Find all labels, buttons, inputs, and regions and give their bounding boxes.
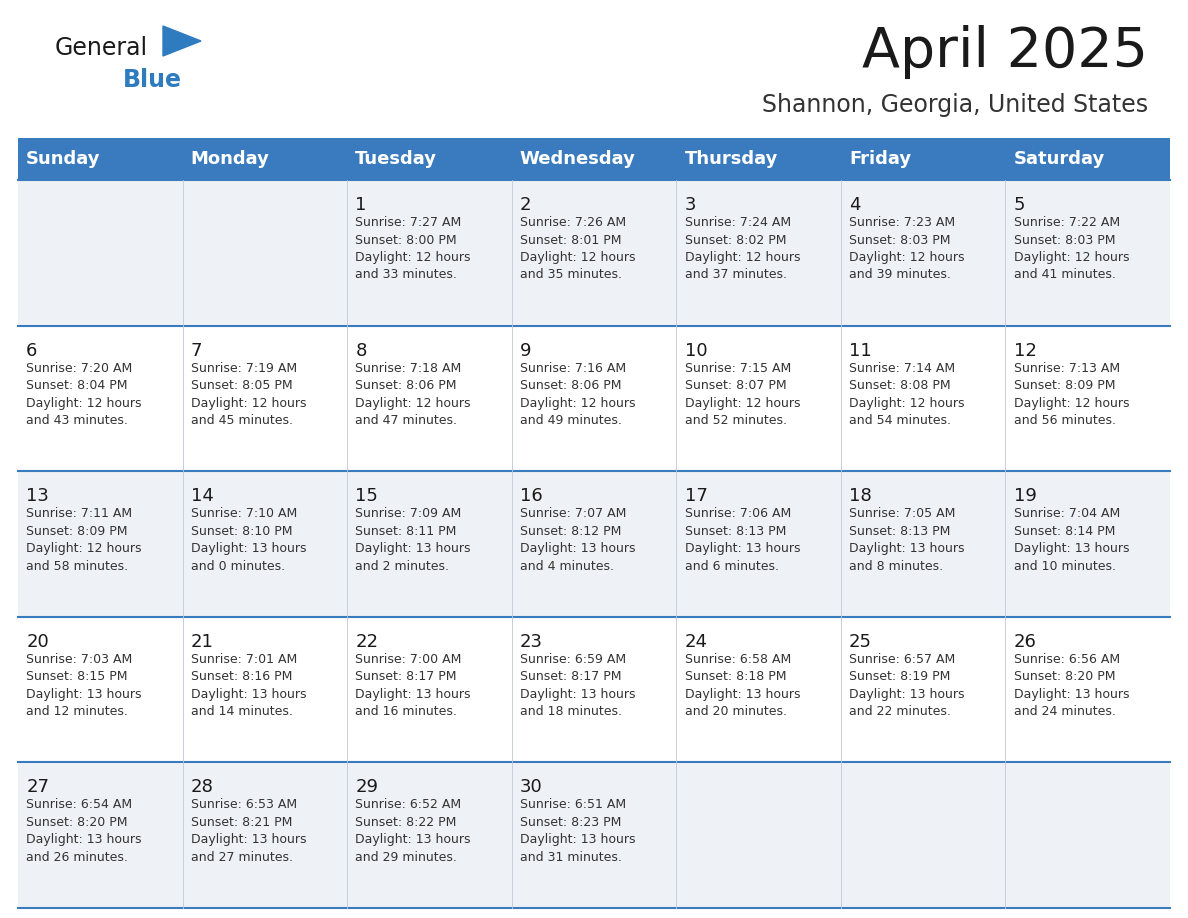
Text: Blue: Blue	[124, 68, 182, 92]
Text: Wednesday: Wednesday	[520, 150, 636, 168]
Text: 20: 20	[26, 633, 49, 651]
Text: Sunrise: 7:18 AM
Sunset: 8:06 PM
Daylight: 12 hours
and 47 minutes.: Sunrise: 7:18 AM Sunset: 8:06 PM Dayligh…	[355, 362, 470, 427]
Text: 15: 15	[355, 487, 378, 505]
Text: Sunrise: 7:23 AM
Sunset: 8:03 PM
Daylight: 12 hours
and 39 minutes.: Sunrise: 7:23 AM Sunset: 8:03 PM Dayligh…	[849, 216, 965, 282]
Text: Sunday: Sunday	[26, 150, 101, 168]
Text: 10: 10	[684, 341, 707, 360]
Text: Sunrise: 7:07 AM
Sunset: 8:12 PM
Daylight: 13 hours
and 4 minutes.: Sunrise: 7:07 AM Sunset: 8:12 PM Dayligh…	[520, 508, 636, 573]
Text: Sunrise: 7:15 AM
Sunset: 8:07 PM
Daylight: 12 hours
and 52 minutes.: Sunrise: 7:15 AM Sunset: 8:07 PM Dayligh…	[684, 362, 800, 427]
Text: 17: 17	[684, 487, 707, 505]
Text: Sunrise: 6:59 AM
Sunset: 8:17 PM
Daylight: 13 hours
and 18 minutes.: Sunrise: 6:59 AM Sunset: 8:17 PM Dayligh…	[520, 653, 636, 718]
Text: 28: 28	[191, 778, 214, 797]
Text: Sunrise: 7:19 AM
Sunset: 8:05 PM
Daylight: 12 hours
and 45 minutes.: Sunrise: 7:19 AM Sunset: 8:05 PM Dayligh…	[191, 362, 307, 427]
Text: Sunrise: 6:58 AM
Sunset: 8:18 PM
Daylight: 13 hours
and 20 minutes.: Sunrise: 6:58 AM Sunset: 8:18 PM Dayligh…	[684, 653, 800, 718]
Text: Sunrise: 7:22 AM
Sunset: 8:03 PM
Daylight: 12 hours
and 41 minutes.: Sunrise: 7:22 AM Sunset: 8:03 PM Dayligh…	[1013, 216, 1129, 282]
Text: 23: 23	[520, 633, 543, 651]
Text: Sunrise: 6:57 AM
Sunset: 8:19 PM
Daylight: 13 hours
and 22 minutes.: Sunrise: 6:57 AM Sunset: 8:19 PM Dayligh…	[849, 653, 965, 718]
Text: 22: 22	[355, 633, 378, 651]
Text: Sunrise: 7:09 AM
Sunset: 8:11 PM
Daylight: 13 hours
and 2 minutes.: Sunrise: 7:09 AM Sunset: 8:11 PM Dayligh…	[355, 508, 470, 573]
Text: 2: 2	[520, 196, 531, 214]
Text: Sunrise: 7:05 AM
Sunset: 8:13 PM
Daylight: 13 hours
and 8 minutes.: Sunrise: 7:05 AM Sunset: 8:13 PM Dayligh…	[849, 508, 965, 573]
Text: Sunrise: 7:16 AM
Sunset: 8:06 PM
Daylight: 12 hours
and 49 minutes.: Sunrise: 7:16 AM Sunset: 8:06 PM Dayligh…	[520, 362, 636, 427]
Bar	[18, 180, 1170, 326]
Text: 7: 7	[191, 341, 202, 360]
Text: Sunrise: 7:06 AM
Sunset: 8:13 PM
Daylight: 13 hours
and 6 minutes.: Sunrise: 7:06 AM Sunset: 8:13 PM Dayligh…	[684, 508, 800, 573]
Text: 12: 12	[1013, 341, 1037, 360]
Text: 14: 14	[191, 487, 214, 505]
Polygon shape	[163, 26, 201, 56]
Text: Sunrise: 7:11 AM
Sunset: 8:09 PM
Daylight: 12 hours
and 58 minutes.: Sunrise: 7:11 AM Sunset: 8:09 PM Dayligh…	[26, 508, 141, 573]
Text: 18: 18	[849, 487, 872, 505]
Text: 8: 8	[355, 341, 367, 360]
Bar	[18, 326, 1170, 471]
Bar	[18, 617, 1170, 763]
Text: April 2025: April 2025	[862, 25, 1148, 79]
Text: Sunrise: 7:14 AM
Sunset: 8:08 PM
Daylight: 12 hours
and 54 minutes.: Sunrise: 7:14 AM Sunset: 8:08 PM Dayligh…	[849, 362, 965, 427]
Bar	[18, 763, 1170, 908]
Text: Sunrise: 6:52 AM
Sunset: 8:22 PM
Daylight: 13 hours
and 29 minutes.: Sunrise: 6:52 AM Sunset: 8:22 PM Dayligh…	[355, 799, 470, 864]
Text: 29: 29	[355, 778, 378, 797]
Text: 30: 30	[520, 778, 543, 797]
Text: 13: 13	[26, 487, 49, 505]
Text: 4: 4	[849, 196, 860, 214]
Text: Sunrise: 7:01 AM
Sunset: 8:16 PM
Daylight: 13 hours
and 14 minutes.: Sunrise: 7:01 AM Sunset: 8:16 PM Dayligh…	[191, 653, 307, 718]
Text: 21: 21	[191, 633, 214, 651]
Bar	[18, 138, 1170, 180]
Text: Friday: Friday	[849, 150, 911, 168]
Text: Sunrise: 7:03 AM
Sunset: 8:15 PM
Daylight: 13 hours
and 12 minutes.: Sunrise: 7:03 AM Sunset: 8:15 PM Dayligh…	[26, 653, 141, 718]
Text: Sunrise: 7:10 AM
Sunset: 8:10 PM
Daylight: 13 hours
and 0 minutes.: Sunrise: 7:10 AM Sunset: 8:10 PM Dayligh…	[191, 508, 307, 573]
Text: 5: 5	[1013, 196, 1025, 214]
Text: 27: 27	[26, 778, 49, 797]
Text: General: General	[55, 36, 148, 60]
Text: 9: 9	[520, 341, 531, 360]
Text: Sunrise: 6:54 AM
Sunset: 8:20 PM
Daylight: 13 hours
and 26 minutes.: Sunrise: 6:54 AM Sunset: 8:20 PM Dayligh…	[26, 799, 141, 864]
Text: 1: 1	[355, 196, 367, 214]
Text: Shannon, Georgia, United States: Shannon, Georgia, United States	[762, 93, 1148, 117]
Bar	[18, 471, 1170, 617]
Text: 19: 19	[1013, 487, 1037, 505]
Text: Sunrise: 6:56 AM
Sunset: 8:20 PM
Daylight: 13 hours
and 24 minutes.: Sunrise: 6:56 AM Sunset: 8:20 PM Dayligh…	[1013, 653, 1129, 718]
Text: Sunrise: 7:00 AM
Sunset: 8:17 PM
Daylight: 13 hours
and 16 minutes.: Sunrise: 7:00 AM Sunset: 8:17 PM Dayligh…	[355, 653, 470, 718]
Text: Sunrise: 7:13 AM
Sunset: 8:09 PM
Daylight: 12 hours
and 56 minutes.: Sunrise: 7:13 AM Sunset: 8:09 PM Dayligh…	[1013, 362, 1129, 427]
Text: 24: 24	[684, 633, 708, 651]
Text: Tuesday: Tuesday	[355, 150, 437, 168]
Text: Sunrise: 7:24 AM
Sunset: 8:02 PM
Daylight: 12 hours
and 37 minutes.: Sunrise: 7:24 AM Sunset: 8:02 PM Dayligh…	[684, 216, 800, 282]
Text: 6: 6	[26, 341, 38, 360]
Text: Sunrise: 7:04 AM
Sunset: 8:14 PM
Daylight: 13 hours
and 10 minutes.: Sunrise: 7:04 AM Sunset: 8:14 PM Dayligh…	[1013, 508, 1129, 573]
Text: Sunrise: 7:20 AM
Sunset: 8:04 PM
Daylight: 12 hours
and 43 minutes.: Sunrise: 7:20 AM Sunset: 8:04 PM Dayligh…	[26, 362, 141, 427]
Text: Sunrise: 7:27 AM
Sunset: 8:00 PM
Daylight: 12 hours
and 33 minutes.: Sunrise: 7:27 AM Sunset: 8:00 PM Dayligh…	[355, 216, 470, 282]
Text: Sunrise: 6:53 AM
Sunset: 8:21 PM
Daylight: 13 hours
and 27 minutes.: Sunrise: 6:53 AM Sunset: 8:21 PM Dayligh…	[191, 799, 307, 864]
Text: Saturday: Saturday	[1013, 150, 1105, 168]
Text: Sunrise: 6:51 AM
Sunset: 8:23 PM
Daylight: 13 hours
and 31 minutes.: Sunrise: 6:51 AM Sunset: 8:23 PM Dayligh…	[520, 799, 636, 864]
Text: 11: 11	[849, 341, 872, 360]
Text: Monday: Monday	[191, 150, 270, 168]
Text: 3: 3	[684, 196, 696, 214]
Text: 16: 16	[520, 487, 543, 505]
Text: Thursday: Thursday	[684, 150, 778, 168]
Text: 26: 26	[1013, 633, 1037, 651]
Text: Sunrise: 7:26 AM
Sunset: 8:01 PM
Daylight: 12 hours
and 35 minutes.: Sunrise: 7:26 AM Sunset: 8:01 PM Dayligh…	[520, 216, 636, 282]
Text: 25: 25	[849, 633, 872, 651]
